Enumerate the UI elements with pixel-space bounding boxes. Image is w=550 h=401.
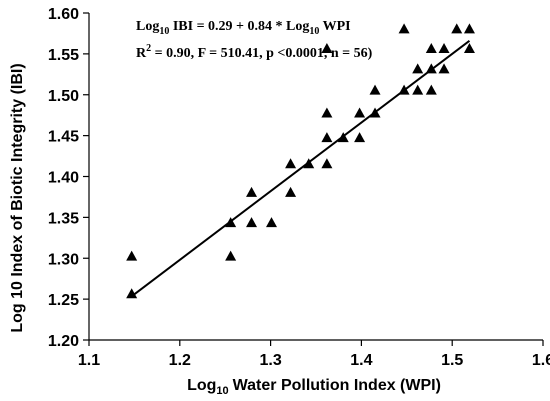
data-point-triangle [126, 250, 138, 261]
y-tick-label: 1.50 [48, 88, 79, 105]
y-tick-label: 1.25 [48, 292, 79, 309]
axes [88, 13, 543, 341]
x-tick-label: 1.5 [441, 352, 463, 369]
data-point-triangle [246, 217, 258, 228]
data-point-triangle [354, 132, 366, 143]
x-tick-label: 1.2 [169, 352, 191, 369]
equation-line-2: R2 = 0.90, F = 510.41, p <0.0001, n = 56… [136, 43, 373, 61]
data-point-triangle [438, 42, 450, 53]
y-tick-label: 1.40 [48, 170, 79, 187]
data-point-triangle [266, 217, 278, 228]
y-tick-label: 1.55 [48, 47, 79, 64]
y-tick-label: 1.35 [48, 210, 79, 227]
data-point-triangle [438, 63, 450, 74]
data-point-triangle [425, 84, 437, 95]
y-ticks: 1.20 1.25 1.30 1.35 1.40 1.45 1.50 1.55 1.60 [48, 6, 89, 350]
data-point-triangle [451, 23, 463, 34]
x-tick-label: 1.3 [259, 352, 281, 369]
data-point-triangle [463, 23, 475, 34]
data-point-triangle [321, 107, 333, 118]
x-axis-label: Log10 Water Pollution Index (WPI) [187, 377, 441, 397]
data-point-triangle [354, 107, 366, 118]
y-tick-label: 1.30 [48, 251, 79, 268]
data-point-triangle [321, 158, 333, 169]
x-tick-label: 1.1 [78, 352, 100, 369]
data-point-triangle [246, 186, 258, 197]
data-points [126, 23, 475, 299]
data-point-triangle [225, 250, 237, 261]
data-point-triangle [398, 23, 410, 34]
data-point-triangle [369, 84, 381, 95]
data-point-triangle [126, 288, 138, 299]
data-point-triangle [285, 158, 297, 169]
x-ticks: 1.1 1.2 1.3 1.4 1.5 1.6 [78, 340, 550, 369]
equation-line-1: Log10 IBI = 0.29 + 0.84 * Log10 WPI [136, 19, 351, 37]
x-tick-label: 1.6 [532, 352, 550, 369]
data-point-triangle [412, 84, 424, 95]
data-point-triangle [425, 42, 437, 53]
y-tick-label: 1.20 [48, 333, 79, 350]
x-tick-label: 1.4 [350, 352, 372, 369]
data-point-triangle [321, 132, 333, 143]
data-point-triangle [463, 42, 475, 53]
y-tick-label: 1.60 [48, 6, 79, 23]
data-point-triangle [321, 42, 333, 53]
y-tick-label: 1.45 [48, 129, 79, 146]
regression-line [131, 40, 471, 298]
data-point-triangle [412, 63, 424, 74]
y-axis-label: Log 10 Index of Biotic Integrity (IBI) [9, 63, 26, 332]
data-point-triangle [285, 186, 297, 197]
